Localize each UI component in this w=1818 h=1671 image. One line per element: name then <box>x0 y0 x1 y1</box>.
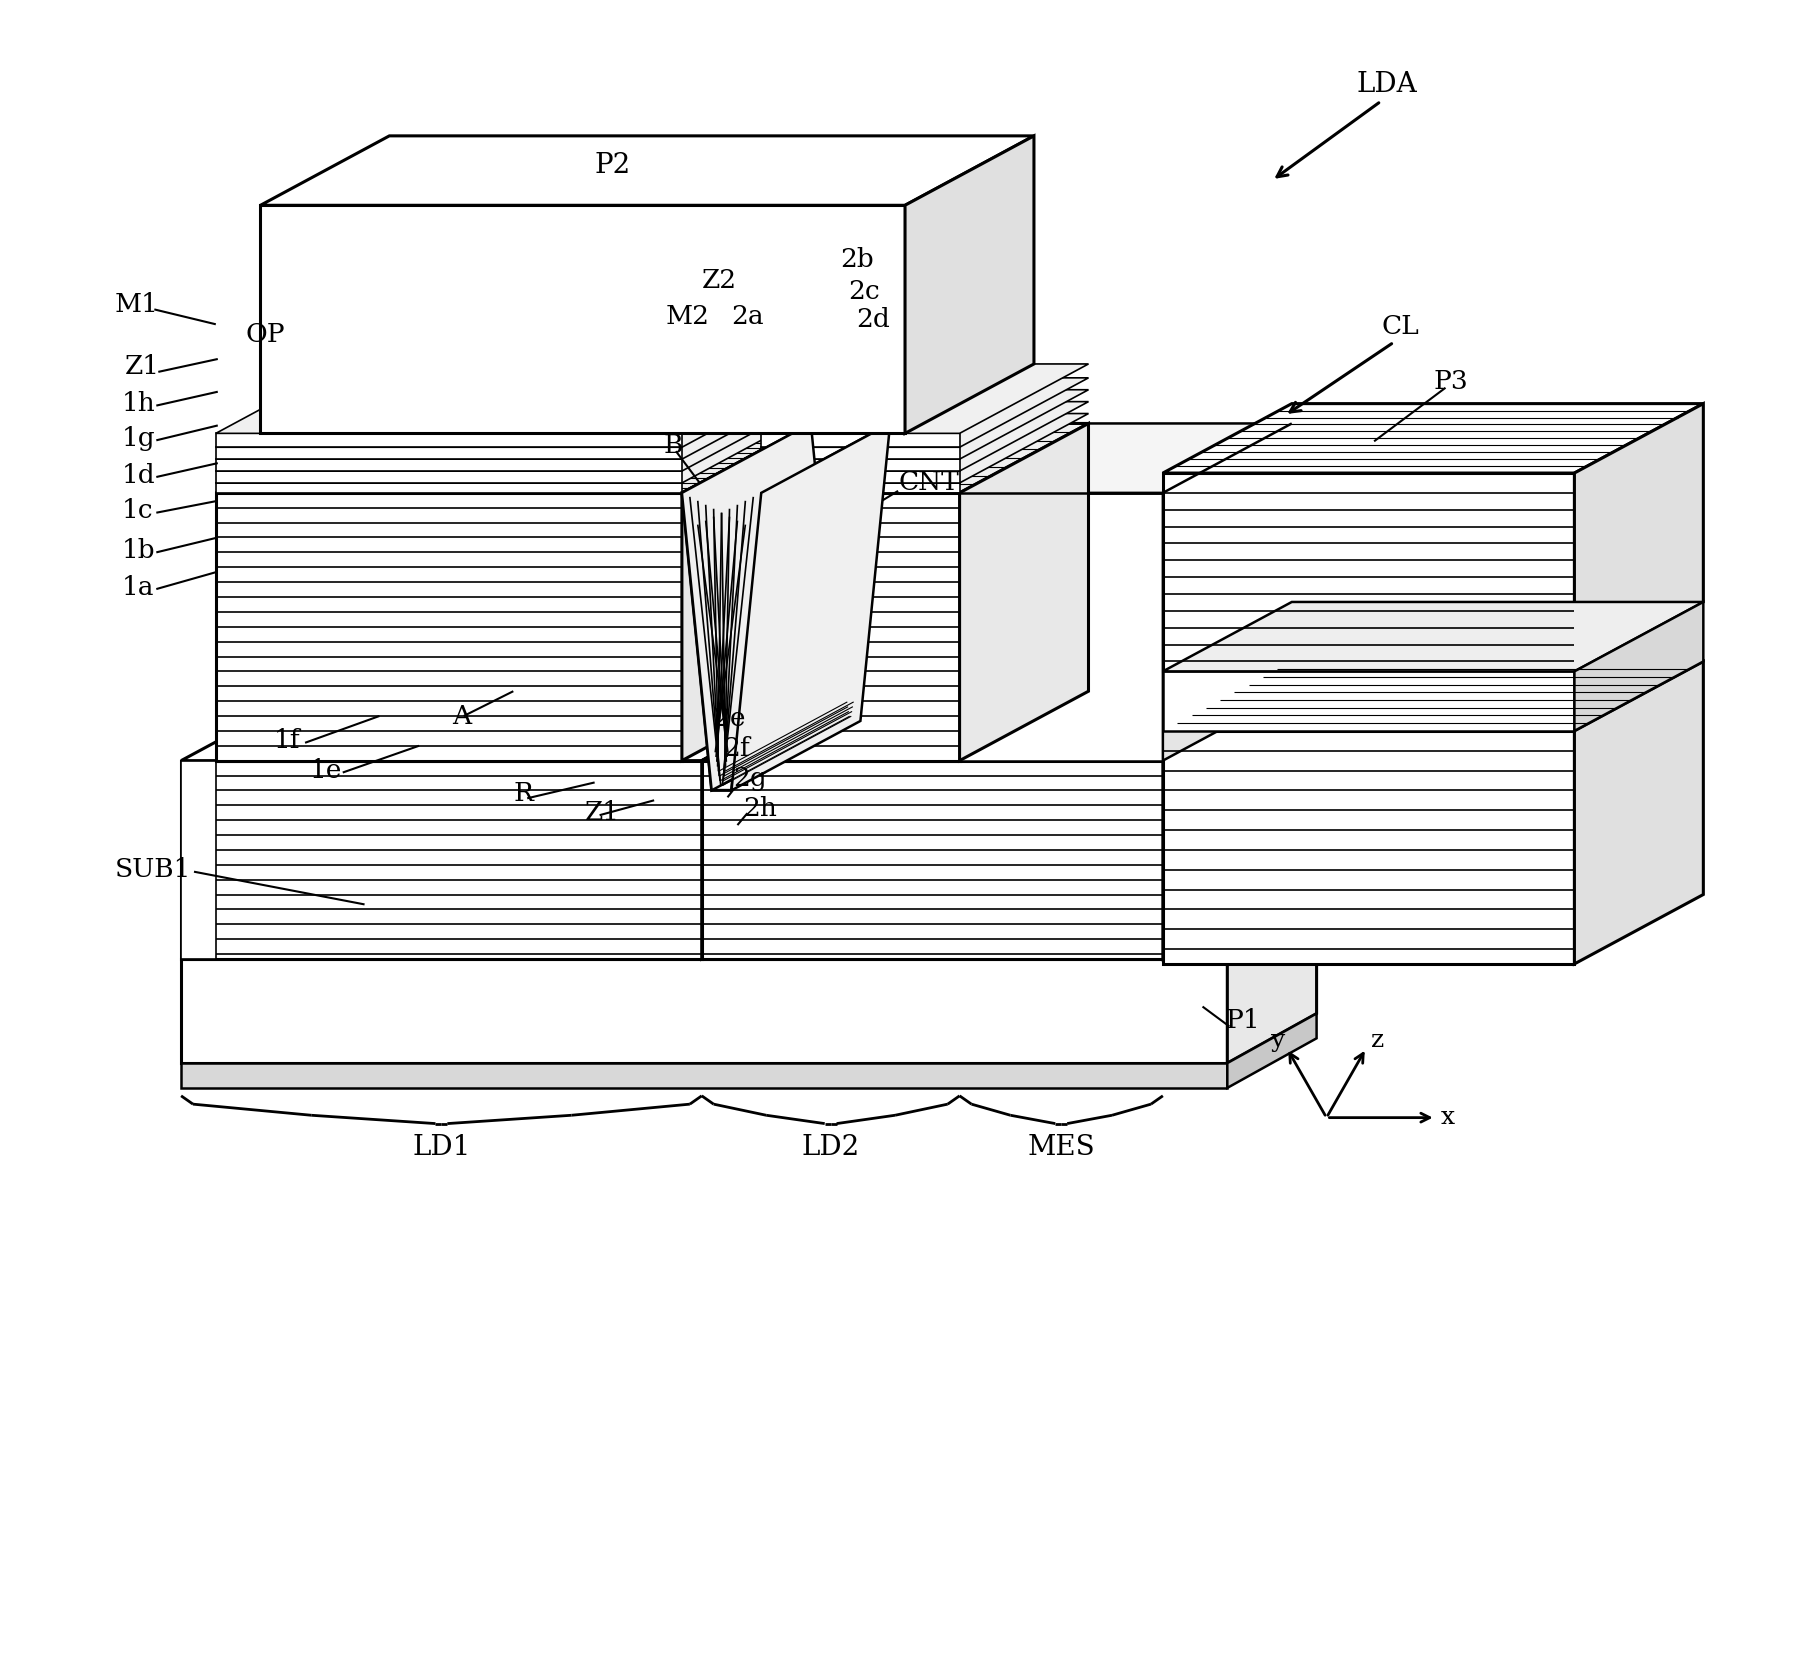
Polygon shape <box>702 760 1164 959</box>
Polygon shape <box>182 760 216 959</box>
Polygon shape <box>216 448 682 460</box>
Polygon shape <box>731 423 891 790</box>
Polygon shape <box>1574 404 1703 672</box>
Polygon shape <box>216 483 682 493</box>
Text: 1d: 1d <box>122 463 155 488</box>
Polygon shape <box>762 413 1089 483</box>
Text: LDA: LDA <box>1356 70 1416 99</box>
Text: 1b: 1b <box>122 538 155 563</box>
Text: OP: OP <box>245 323 285 346</box>
Text: 2d: 2d <box>856 307 891 333</box>
Text: 2g: 2g <box>733 765 767 790</box>
Polygon shape <box>762 493 960 760</box>
Polygon shape <box>182 909 1316 959</box>
Polygon shape <box>1164 730 1574 964</box>
Polygon shape <box>960 493 1164 760</box>
Polygon shape <box>762 364 1089 433</box>
Text: M1: M1 <box>115 292 158 317</box>
Polygon shape <box>682 423 811 760</box>
Text: A: A <box>453 703 471 729</box>
Polygon shape <box>216 364 811 433</box>
Text: P1: P1 <box>1225 1008 1260 1033</box>
Text: 2h: 2h <box>744 795 778 820</box>
Polygon shape <box>216 493 682 760</box>
Text: Z2: Z2 <box>702 267 736 292</box>
Text: 1h: 1h <box>122 391 155 416</box>
Text: 1e: 1e <box>311 759 342 784</box>
Polygon shape <box>762 389 1089 460</box>
Polygon shape <box>216 460 682 471</box>
Text: B: B <box>664 433 684 458</box>
Polygon shape <box>216 378 811 448</box>
Polygon shape <box>762 433 960 448</box>
Text: R: R <box>513 780 533 805</box>
Polygon shape <box>216 423 811 493</box>
Polygon shape <box>182 959 1227 1063</box>
Text: y: y <box>1271 1029 1285 1051</box>
Text: 2a: 2a <box>731 304 764 329</box>
Polygon shape <box>216 471 682 483</box>
Text: Z1: Z1 <box>125 354 160 379</box>
Polygon shape <box>1227 1014 1316 1088</box>
Polygon shape <box>216 389 811 460</box>
Text: LD1: LD1 <box>413 1135 471 1161</box>
Polygon shape <box>1164 672 1574 730</box>
Polygon shape <box>216 401 811 471</box>
Polygon shape <box>1227 909 1316 1063</box>
Polygon shape <box>182 1063 1227 1088</box>
Polygon shape <box>260 135 1034 206</box>
Polygon shape <box>216 413 811 483</box>
Polygon shape <box>682 423 840 790</box>
Text: 2e: 2e <box>714 707 745 732</box>
Polygon shape <box>1574 662 1703 964</box>
Polygon shape <box>182 760 702 959</box>
Text: P3: P3 <box>1434 369 1469 394</box>
Polygon shape <box>702 692 831 959</box>
Text: x: x <box>1440 1106 1454 1130</box>
Polygon shape <box>762 448 960 460</box>
Text: Z1: Z1 <box>585 800 620 825</box>
Text: 2b: 2b <box>840 247 874 272</box>
Polygon shape <box>1164 662 1703 730</box>
Polygon shape <box>1164 404 1703 473</box>
Text: MES: MES <box>1027 1135 1094 1161</box>
Text: 2f: 2f <box>724 737 751 762</box>
Text: CL: CL <box>1382 314 1418 339</box>
Text: 2c: 2c <box>849 279 880 304</box>
Polygon shape <box>260 206 905 433</box>
Text: M2: M2 <box>665 304 711 329</box>
Text: 1c: 1c <box>122 498 153 523</box>
Polygon shape <box>762 423 1089 493</box>
Polygon shape <box>762 483 960 493</box>
Text: P2: P2 <box>594 152 631 179</box>
Polygon shape <box>1164 473 1574 672</box>
Polygon shape <box>1164 423 1293 760</box>
Polygon shape <box>762 378 1089 448</box>
Text: 1f: 1f <box>273 729 300 754</box>
Text: 1g: 1g <box>122 426 155 451</box>
Polygon shape <box>216 433 682 448</box>
Polygon shape <box>762 460 960 471</box>
Polygon shape <box>702 692 1293 760</box>
Text: 1a: 1a <box>122 575 155 600</box>
Polygon shape <box>762 471 960 483</box>
Polygon shape <box>1164 692 1293 959</box>
Polygon shape <box>960 423 1293 493</box>
Polygon shape <box>960 423 1089 760</box>
Text: LD2: LD2 <box>802 1135 860 1161</box>
Polygon shape <box>182 692 831 760</box>
Text: z: z <box>1371 1029 1383 1051</box>
Polygon shape <box>762 401 1089 471</box>
Text: SUB1: SUB1 <box>115 857 191 882</box>
Polygon shape <box>1164 602 1703 672</box>
Polygon shape <box>682 493 762 790</box>
Text: CNT: CNT <box>898 471 958 496</box>
Polygon shape <box>905 135 1034 433</box>
Polygon shape <box>1574 602 1703 730</box>
